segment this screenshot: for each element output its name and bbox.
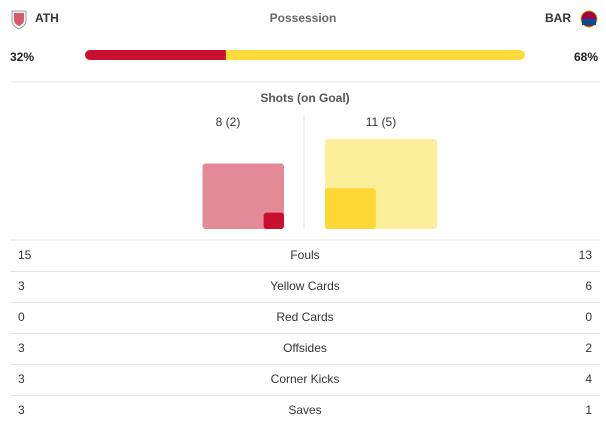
home-possession: 32% (10, 50, 34, 64)
home-logo (11, 10, 27, 30)
possession-title: Possession (270, 11, 337, 25)
stat-name: Red Cards (276, 310, 333, 324)
home-stat: 3 (18, 403, 25, 417)
away-stat: 4 (585, 372, 592, 386)
shots-title: Shots (on Goal) (260, 91, 349, 105)
away-stat: 0 (585, 310, 592, 324)
stat-name: Saves (288, 403, 321, 417)
away-stat: 13 (579, 248, 593, 262)
stat-name: Corner Kicks (271, 372, 340, 386)
away-shots: 11 (5) (366, 115, 396, 129)
away-stat: 2 (585, 341, 592, 355)
home-team: ATH (35, 11, 59, 25)
away-stat: 1 (585, 403, 592, 417)
home-shots: 8 (2) (216, 115, 241, 129)
away-team: BAR (545, 11, 571, 25)
home-stat: 3 (18, 341, 25, 355)
stat-name: Yellow Cards (270, 279, 340, 293)
home-possession-bar (90, 50, 226, 60)
away-stat: 6 (585, 279, 592, 293)
away-logo (580, 10, 598, 28)
home-stat: 3 (18, 372, 25, 386)
stat-name: Offsides (283, 341, 327, 355)
home-stat: 3 (18, 279, 25, 293)
shots-square (202, 163, 284, 229)
stat-name: Fouls (290, 248, 319, 262)
home-stat: 15 (18, 248, 32, 262)
away-possession: 68% (574, 50, 598, 64)
home-stat: 0 (18, 310, 25, 324)
shots-square (263, 212, 284, 229)
shots-square (325, 188, 376, 229)
